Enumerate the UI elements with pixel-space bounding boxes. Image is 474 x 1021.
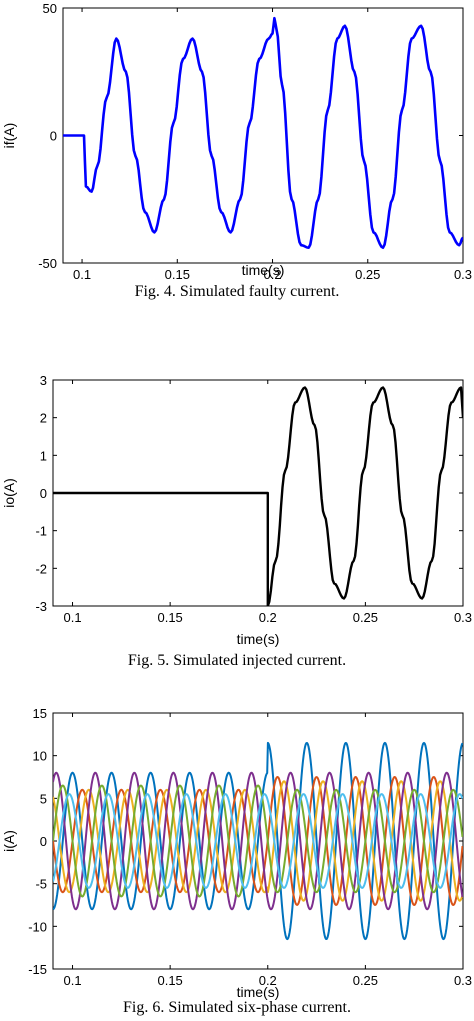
y-tick-label: -3	[35, 599, 47, 614]
y-tick-label: -5	[35, 877, 47, 892]
y-axis-label: i(A)	[1, 830, 17, 852]
y-tick-label: 0	[50, 129, 57, 144]
series-line-4	[53, 771, 463, 911]
x-tick-label: 0.3	[454, 973, 472, 988]
x-tick-label: 0.3	[454, 610, 472, 625]
figure-4-caption: Fig. 4. Simulated faulty current.	[134, 283, 340, 300]
y-tick-label: 5	[40, 791, 47, 806]
x-tick-label: 0.25	[355, 267, 380, 280]
injected-current-chart: 0.1 0.15 0.2 0.25 0.3 -3 -2 -1 0 1 2 3 time(s) io(A)	[1, 373, 472, 647]
x-tick-label: 0.25	[353, 610, 378, 625]
y-axis-label: io(A)	[1, 478, 17, 508]
x-tick-label: 0.1	[63, 973, 81, 988]
series-line-1	[53, 386, 463, 606]
series-line-2	[53, 776, 463, 906]
y-tick-label: 50	[43, 1, 57, 16]
y-tick-label: 1	[40, 448, 47, 463]
x-axis-label: time(s)	[242, 262, 285, 278]
series-line-5	[53, 784, 463, 898]
x-tick-label: 0.3	[454, 267, 472, 280]
x-axis-label: time(s)	[237, 631, 280, 647]
y-tick-label: -50	[38, 256, 57, 271]
x-axis-label: time(s)	[237, 984, 280, 1000]
y-axis-label: if(A)	[1, 123, 17, 149]
x-tick-label: 0.15	[157, 973, 182, 988]
y-tick-label: -1	[35, 524, 47, 539]
x-tick-label: 0.2	[259, 610, 277, 625]
x-tick-label: 0.15	[165, 267, 190, 280]
x-tick-label: 0.1	[63, 610, 81, 625]
x-tick-label: 0.2	[259, 973, 277, 988]
plot-frame	[62, 7, 464, 264]
y-tick-label: 10	[33, 749, 47, 764]
y-tick-label: 2	[40, 411, 47, 426]
figure-6-caption: Fig. 6. Simulated six-phase current.	[123, 999, 351, 1016]
x-tick-label: 0.15	[157, 610, 182, 625]
y-tick-label: 15	[33, 706, 47, 721]
series-line-3	[53, 780, 463, 902]
series-line-1	[53, 741, 463, 941]
figure-5-caption: Fig. 5. Simulated injected current.	[127, 652, 347, 669]
y-tick-label: -10	[28, 919, 47, 934]
y-tick-label: 0	[40, 486, 47, 501]
x-tick-label: 0.25	[353, 973, 378, 988]
y-tick-label: 3	[40, 373, 47, 388]
x-tick-label: 0.2	[263, 267, 281, 280]
y-tick-label: 0	[40, 834, 47, 849]
faulty-current-chart: 0.1 0.15 0.2 0.25 0.3 -50 0 50 time(s) if(A)	[1, 1, 472, 280]
y-tick-label: -15	[28, 962, 47, 977]
y-tick-label: -2	[35, 561, 47, 576]
x-tick-label: 0.1	[73, 267, 91, 280]
series-line-6	[53, 793, 463, 889]
six-phase-current-chart: 0.1 0.15 0.2 0.25 0.3 -15 -10 -5 0 5 10 15 time(s) i(…	[1, 706, 472, 1000]
series-line-1	[63, 16, 463, 249]
